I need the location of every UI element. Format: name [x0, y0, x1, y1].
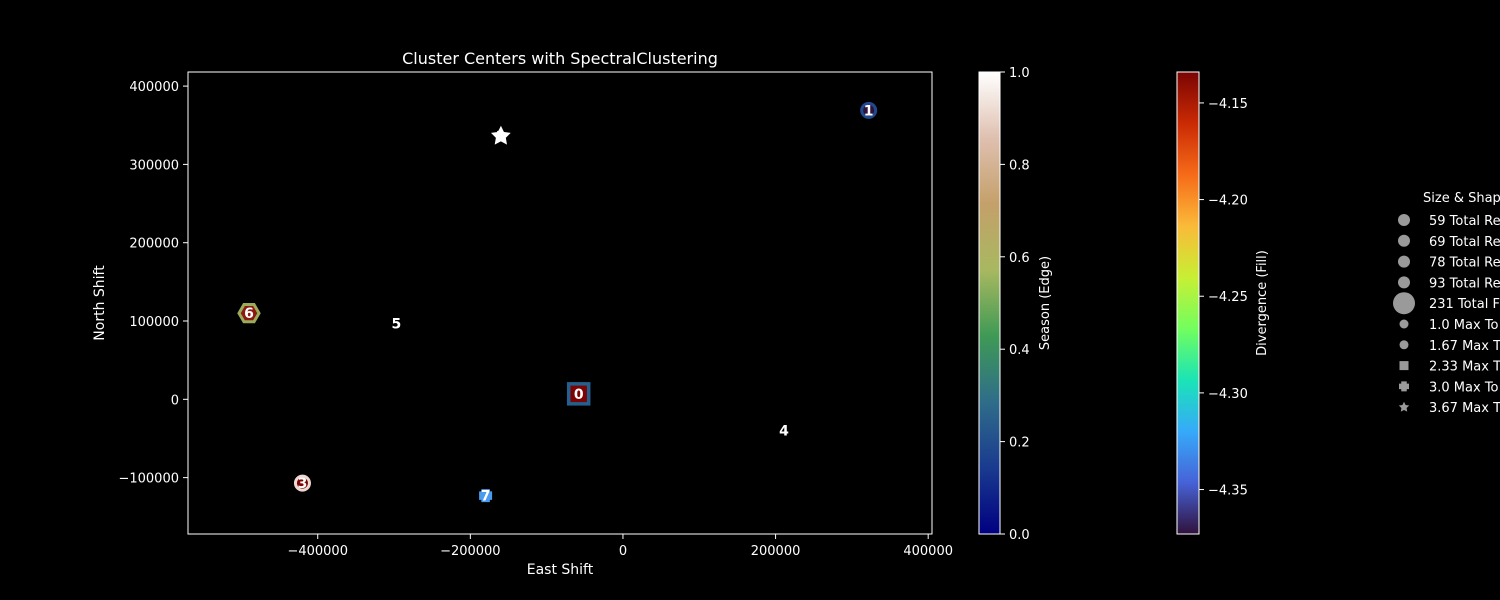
cluster-marker: [490, 125, 511, 145]
x-tick-label: −400000: [287, 544, 348, 559]
chart-title: Cluster Centers with SpectralClustering: [402, 49, 718, 68]
legend-marker: [1398, 214, 1410, 226]
legend-marker: [1398, 234, 1410, 247]
legend-entry-label: 78 Total Re: [1429, 256, 1500, 271]
cluster-marker: [479, 489, 493, 503]
cluster-label: 3: [298, 476, 308, 492]
colorbar: [978, 71, 1001, 535]
legend-marker: [1399, 340, 1409, 350]
colorbar-tick-label: −4.15: [1208, 97, 1248, 112]
y-tick-label: 300000: [129, 158, 179, 173]
cluster-label: 0: [574, 387, 584, 403]
legend-marker: [1399, 319, 1409, 329]
cluster-marker: [860, 101, 878, 119]
y-tick-label: 200000: [129, 237, 179, 252]
legend-marker: [1398, 401, 1410, 412]
colorbar-tick-label: 0.0: [1009, 528, 1030, 543]
y-tick-label: 400000: [129, 80, 179, 95]
colorbar-tick-label: −4.25: [1208, 290, 1248, 305]
cluster-marker: [293, 474, 311, 492]
y-tick-label: −100000: [118, 472, 179, 487]
colorbar-label: Season (Edge): [1038, 256, 1053, 350]
colorbar-tick-label: 0.4: [1009, 343, 1030, 358]
cluster-label: 7: [481, 489, 491, 505]
colorbar-tick-label: 0.8: [1009, 158, 1030, 173]
legend-marker: [1393, 292, 1415, 315]
legend-entry-label: 3.67 Max T: [1429, 401, 1500, 416]
legend-marker: [1398, 276, 1410, 289]
legend-marker: [1399, 381, 1409, 392]
colorbar-tick-label: 1.0: [1009, 66, 1030, 81]
colorbar: [1176, 71, 1200, 535]
legend-title: Size & Shap: [1423, 191, 1500, 206]
colorbar-tick-label: 0.2: [1009, 436, 1030, 451]
cluster-label: 6: [244, 306, 254, 322]
colorbar-tick-label: −4.20: [1208, 194, 1248, 209]
cluster-label: 5: [391, 316, 401, 332]
legend-entry-label: 2.33 Max T: [1429, 360, 1500, 375]
legend-marker: [1398, 255, 1410, 268]
x-axis-label: East Shift: [527, 562, 594, 578]
cluster-label: 1: [864, 103, 874, 119]
legend-entry-label: 93 Total Re: [1429, 276, 1500, 291]
colorbar-tick-label: 0.6: [1009, 251, 1030, 266]
legend-marker: [1399, 361, 1409, 371]
legend-entry-label: 1.67 Max T: [1429, 339, 1500, 354]
x-tick-label: −200000: [440, 544, 501, 559]
legend-entry-label: 69 Total Re: [1429, 235, 1500, 250]
legend-entry-label: 231 Total F: [1429, 297, 1500, 312]
legend-entry-label: 1.0 Max To: [1429, 318, 1499, 333]
cluster-marker: [566, 382, 591, 406]
cluster-label: 2: [496, 129, 506, 145]
y-tick-label: 0: [171, 393, 179, 408]
colorbar-tick-label: −4.35: [1208, 484, 1248, 499]
cluster-label: 4: [779, 424, 789, 440]
colorbar-tick-label: −4.30: [1208, 387, 1248, 402]
x-tick-label: 0: [619, 544, 627, 559]
y-tick-label: 100000: [129, 315, 179, 330]
legend-entry-label: 59 Total Re: [1429, 214, 1500, 229]
legend-entry-label: 3.0 Max To: [1429, 380, 1499, 395]
x-tick-label: 400000: [903, 544, 953, 559]
y-axis-label: North Shift: [92, 265, 108, 341]
colorbar-label: Divergence (Fill): [1255, 250, 1270, 356]
plot-frame: [187, 71, 933, 535]
x-tick-label: 200000: [751, 544, 801, 559]
cluster-marker: [237, 303, 261, 324]
